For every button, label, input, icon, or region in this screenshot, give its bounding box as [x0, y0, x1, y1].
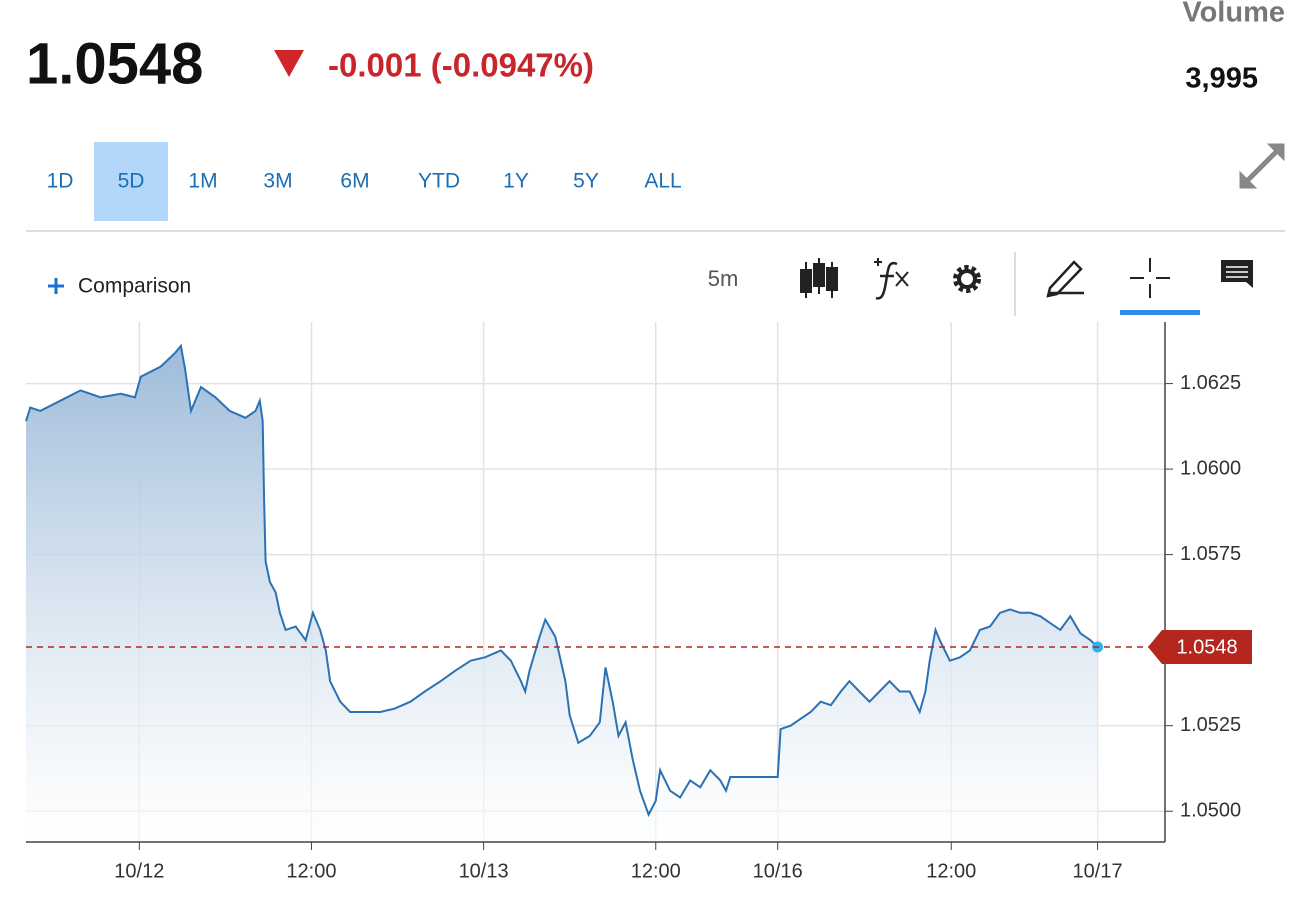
- price-change: -0.001 (-0.0947%): [328, 47, 594, 84]
- interval[interactable]: 5m: [708, 266, 739, 291]
- chart: 10/12 12:00 10/13 12:00 10/16 12:00 10/17 1.050…: [25, 322, 1252, 882]
- y-tick-label: 1.0600: [1180, 457, 1241, 479]
- range-label: YTD: [418, 170, 460, 193]
- price-line: [25, 343, 1099, 818]
- range-button[interactable]: 1Y: [503, 170, 529, 193]
- comparison-button[interactable]: Comparison: [48, 275, 191, 298]
- y-tick-label: 1.0525: [1180, 714, 1241, 736]
- range-button[interactable]: 3M: [263, 170, 292, 193]
- range-button[interactable]: 1D: [47, 170, 74, 193]
- range-button[interactable]: 1M: [188, 170, 217, 193]
- x-tick-label: 10/17: [1073, 860, 1123, 882]
- range-bar: 1D 5D 1M 3M 6M YTD 1Y 5Y ALL: [47, 142, 682, 221]
- range-label: 1D: [47, 170, 74, 193]
- range-label: 5Y: [573, 170, 599, 193]
- y-tick-label: 1.0625: [1180, 372, 1241, 394]
- settings-icon[interactable]: [953, 265, 981, 293]
- y-tick-label: 1.0500: [1180, 799, 1241, 821]
- volume-label: Volume: [1182, 0, 1285, 29]
- crosshair-icon[interactable]: [1130, 258, 1170, 298]
- y-tick-label: 1.0575: [1180, 543, 1241, 565]
- x-tick-label: 10/16: [753, 860, 803, 882]
- area-fill: [26, 345, 1098, 842]
- range-button[interactable]: YTD: [418, 170, 460, 193]
- range-label: ALL: [644, 170, 681, 193]
- x-tick-label: 12:00: [631, 860, 681, 882]
- range-label: 1M: [188, 170, 217, 193]
- range-label: 5D: [118, 170, 145, 193]
- draw-icon[interactable]: [1046, 260, 1084, 298]
- last-price-tag: [1148, 630, 1252, 664]
- comment-icon[interactable]: [1221, 260, 1253, 288]
- candles-icon[interactable]: [800, 258, 838, 298]
- expand-icon[interactable]: [1239, 143, 1285, 189]
- range-label: 1Y: [503, 170, 529, 193]
- x-tick-label: 12:00: [286, 860, 336, 882]
- plus-icon: [48, 278, 64, 294]
- x-tick-label: 10/13: [459, 860, 509, 882]
- range-label: 6M: [340, 170, 369, 193]
- active-tool-underline: [1120, 310, 1200, 315]
- range-button[interactable]: 6M: [340, 170, 369, 193]
- range-button[interactable]: 5D: [94, 142, 168, 221]
- range-highlight: [94, 142, 168, 221]
- comparison-label: Comparison: [78, 275, 191, 298]
- volume-value: 3,995: [1185, 63, 1258, 95]
- x-tick-label: 10/12: [114, 860, 164, 882]
- price: 1.0548: [26, 31, 203, 96]
- range-button[interactable]: 5Y: [573, 170, 599, 193]
- indicators-icon[interactable]: [874, 258, 909, 300]
- range-button[interactable]: ALL: [644, 170, 681, 193]
- range-label: 3M: [263, 170, 292, 193]
- x-tick-label: 12:00: [926, 860, 976, 882]
- last-price-label: 1.0548: [1176, 636, 1237, 658]
- down-arrow: [274, 50, 304, 77]
